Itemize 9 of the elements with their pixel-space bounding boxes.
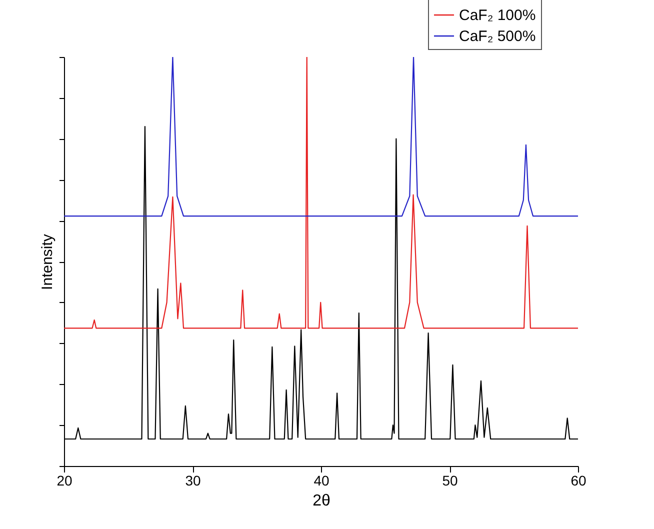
x-tick-label: 60 (570, 472, 586, 488)
legend-label: CaF₂ 500% (459, 28, 536, 45)
x-tick-label: 30 (185, 472, 201, 488)
x-tick-label: 40 (314, 472, 330, 488)
x-axis-title: 2θ (312, 492, 330, 510)
x-tick-label: 50 (442, 472, 458, 488)
x-tick-label: 20 (56, 472, 72, 488)
legend-label: CaF₂ 100% (459, 7, 536, 24)
y-axis-title: Intensity (39, 234, 56, 290)
